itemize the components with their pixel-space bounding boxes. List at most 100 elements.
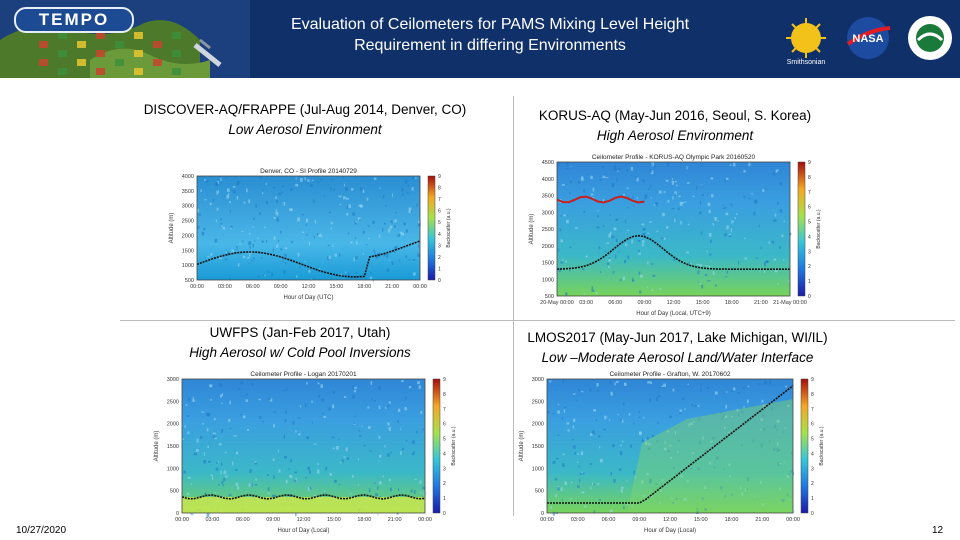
y-tick-label: 500 <box>185 278 194 284</box>
colorbar-tick-label: 7 <box>443 407 446 413</box>
colorbar-tick-label: 5 <box>808 220 811 226</box>
colorbar-tick-label: 4 <box>811 451 814 457</box>
colorbar-tick-label: 4 <box>438 232 441 238</box>
plot-frame <box>556 161 791 297</box>
y-tick-label: 0 <box>541 511 544 517</box>
colorbar <box>432 378 441 514</box>
colorbar-tick-label: 2 <box>811 481 814 487</box>
x-tick-label: 03:00 <box>571 517 585 523</box>
y-axis-label: Altitude (m) <box>154 431 160 462</box>
svg-text:NASA: NASA <box>852 33 883 45</box>
colorbar-tick-label: 8 <box>438 186 441 192</box>
panel-title-korus: KORUS-AQ (May-Jun 2016, Seoul, S. Korea)… <box>510 106 840 146</box>
x-tick-label: 09:00 <box>266 517 280 523</box>
colorbar-tick-label: 6 <box>808 205 811 211</box>
colorbar-tick-label: 6 <box>438 209 441 215</box>
svg-text:Smithsonian: Smithsonian <box>787 59 826 66</box>
partner-logos: Smithsonian NASA <box>760 0 960 78</box>
panel-subtitle: Low Aerosol Environment <box>228 122 382 137</box>
x-tick-label: 00:00 <box>786 517 800 523</box>
y-tick-label: 1500 <box>532 444 544 450</box>
plot-lmos: Ceilometer Profile - Grafton, W. 2017060… <box>515 365 833 535</box>
colorbar-tick-label: 6 <box>811 422 814 428</box>
panel-name: UWFPS (Jan-Feb 2017, Utah) <box>209 325 391 340</box>
page-title-line2: Requirement in differing Environments <box>354 37 626 54</box>
panel-subtitle: High Aerosol Environment <box>596 128 754 143</box>
y-tick-label: 2500 <box>542 227 554 233</box>
x-tick-label: 03:00 <box>579 300 593 306</box>
colorbar-tick-label: 8 <box>808 175 811 181</box>
colorbar-tick-label: 5 <box>811 437 814 443</box>
colorbar-label: Backscatter (a.u.) <box>446 208 452 248</box>
colorbar-tick-label: 7 <box>438 197 441 203</box>
colorbar-tick-label: 1 <box>808 279 811 285</box>
x-tick-label: 12:00 <box>297 517 311 523</box>
y-tick-label: 2500 <box>182 219 194 225</box>
colorbar-tick-label: 0 <box>808 294 811 300</box>
x-tick-label: 03:00 <box>218 284 232 290</box>
x-tick-label: 00:00 <box>175 517 189 523</box>
colorbar-tick-label: 0 <box>811 511 814 517</box>
colorbar-tick-label: 9 <box>443 377 446 383</box>
y-tick-label: 3000 <box>542 210 554 216</box>
y-tick-label: 2500 <box>532 399 544 405</box>
backscatter-field <box>558 162 792 296</box>
plot-discover: Denver, CO - SI Profile 20140729 4000 3500… <box>165 162 460 302</box>
x-tick-label: 09:00 <box>274 284 288 290</box>
colorbar-tick-label: 3 <box>811 466 814 472</box>
x-tick-label: 15:00 <box>327 517 341 523</box>
x-tick-label: 21-May 00:00 <box>773 300 807 306</box>
plot-uwfps: Ceilometer Profile - Logan 20170201 3000 2… <box>150 365 465 535</box>
y-tick-label: 2000 <box>182 233 194 239</box>
nasa-logo: NASA <box>846 17 891 59</box>
y-tick-label: 1500 <box>182 248 194 254</box>
y-tick-label: 500 <box>545 294 554 300</box>
panel-subtitle: High Aerosol w/ Cold Pool Inversions <box>189 345 411 360</box>
colorbar-label: Backscatter (a.u.) <box>819 426 825 466</box>
plot-title: Ceilometer Profile - Logan 20170201 <box>250 371 357 378</box>
colorbar-label: Backscatter (a.u.) <box>816 209 822 249</box>
mixing-height-trace <box>556 195 790 270</box>
colorbar-tick-label: 4 <box>443 451 446 457</box>
cold-pool-layer <box>182 497 425 513</box>
y-tick-label: 500 <box>170 489 179 495</box>
vertical-divider <box>513 96 514 516</box>
colorbar-tick-label: 7 <box>811 407 814 413</box>
x-tick-label: 09:00 <box>637 300 651 306</box>
x-tick-label: 15:00 <box>694 517 708 523</box>
panel-title-discover: DISCOVER-AQ/FRAPPE (Jul-Aug 2014, Denver… <box>130 100 480 140</box>
page-title-line1: Evaluation of Ceilometers for PAMS Mixin… <box>290 16 690 33</box>
horizontal-divider <box>120 320 955 321</box>
x-tick-label: 09:00 <box>632 517 646 523</box>
x-tick-label: 03:00 <box>205 517 219 523</box>
y-tick-label: 1000 <box>182 263 194 269</box>
header-banner: TEMPO Evaluation of Ceilometers for PAMS… <box>0 0 960 78</box>
colorbar-tick-label: 2 <box>438 255 441 261</box>
x-tick-label: 06:00 <box>602 517 616 523</box>
colorbar-tick-label: 3 <box>438 243 441 249</box>
aerosol-plume <box>627 399 793 513</box>
plot-title: Ceilometer Profile - KORUS-AQ Olympic Pa… <box>592 154 756 161</box>
y-tick-label: 4000 <box>542 177 554 183</box>
y-tick-label: 1000 <box>542 277 554 283</box>
x-tick-label: 15:00 <box>696 300 710 306</box>
plot-frame <box>546 378 794 514</box>
x-tick-label: 00:00 <box>190 284 204 290</box>
y-tick-label: 3000 <box>167 377 179 383</box>
x-tick-label: 12:00 <box>667 300 681 306</box>
x-tick-label: 20-May 00:00 <box>540 300 574 306</box>
plot-title: Ceilometer Profile - Grafton, W. 2017060… <box>609 371 730 378</box>
y-tick-label: 4500 <box>542 160 554 166</box>
mixing-height-trace <box>547 385 794 504</box>
x-tick-label: 00:00 <box>418 517 432 523</box>
x-tick-label: 21:00 <box>754 300 768 306</box>
page-title: Evaluation of Ceilometers for PAMS Mixin… <box>230 14 750 56</box>
panel-subtitle: Low –Moderate Aerosol Land/Water Interfa… <box>541 350 814 365</box>
x-axis-label: Hour of Day (Local, UTC+9) <box>636 311 711 317</box>
x-tick-label: 00:00 <box>540 517 554 523</box>
colorbar-tick-label: 4 <box>808 234 811 240</box>
mixing-height-trace <box>181 494 426 500</box>
x-axis-label: Hour of Day (Local) <box>277 528 329 534</box>
x-tick-label: 21:00 <box>388 517 402 523</box>
x-tick-label: 06:00 <box>608 300 622 306</box>
